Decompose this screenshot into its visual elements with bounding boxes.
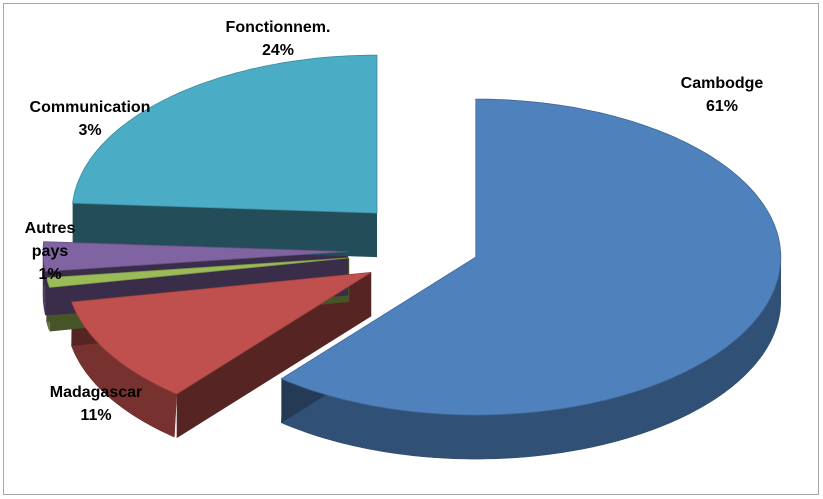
data-label-communication: Communication 3% bbox=[30, 99, 151, 139]
data-label-value: 24% bbox=[262, 42, 294, 59]
data-label-cambodge: Cambodge 61% bbox=[681, 75, 764, 115]
data-label-value: 61% bbox=[706, 98, 738, 115]
pie-slice-autres-pays bbox=[45, 257, 350, 288]
slice-side-fonctionnem. bbox=[72, 203, 378, 258]
data-label-name: Fonctionnem. bbox=[226, 19, 331, 36]
data-label-value: 1% bbox=[38, 266, 61, 283]
pie-slice-cambodge bbox=[280, 98, 782, 416]
data-label-name: Madagascar bbox=[50, 384, 143, 401]
data-label-name: pays bbox=[32, 243, 69, 260]
data-label-value: 3% bbox=[78, 122, 101, 139]
data-label-fonctionnem.: Fonctionnem. 24% bbox=[226, 19, 331, 59]
slice-cut-face bbox=[72, 203, 378, 258]
data-label-name: Autres bbox=[25, 220, 76, 237]
data-label-name: Communication bbox=[30, 99, 151, 116]
pie-slice-madagascar bbox=[70, 272, 372, 395]
pie-slice-fonctionnem. bbox=[72, 54, 378, 214]
data-label-value: 11% bbox=[80, 407, 111, 424]
data-label-madagascar: Madagascar 11% bbox=[50, 384, 143, 424]
pie-slice-communication bbox=[42, 241, 349, 272]
data-label-name: Cambodge bbox=[681, 75, 764, 92]
data-label-autres-pays: Autres pays 1% bbox=[25, 220, 76, 283]
